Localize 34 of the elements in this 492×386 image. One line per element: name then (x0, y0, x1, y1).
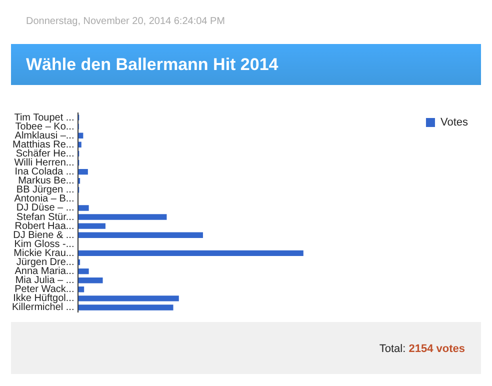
text: Donnerstag, November 20, 2014 6:24:04 PM (26, 16, 226, 27)
y-tick-label: DJ Düse – ... (16, 202, 74, 214)
y-tick-label: DJ Biene & ... (13, 230, 74, 241)
bar (78, 250, 304, 256)
y-tick-label: Antonia – B... (14, 194, 74, 205)
y-tick-label: Robert Haa... (14, 220, 74, 232)
y-tick-label: Kim Gloss -... (14, 238, 74, 250)
bar (78, 296, 179, 302)
bar (78, 214, 167, 220)
y-tick-label: Jürgen Dre... (16, 257, 74, 268)
bar (78, 232, 203, 238)
bar (78, 205, 89, 211)
y-tick-label: Schäfer He... (16, 148, 74, 160)
y-tick-label: Killermichel ... (12, 302, 74, 314)
bar (78, 168, 88, 175)
y-tick-label: Stefan Stür... (16, 212, 74, 223)
bar (78, 268, 89, 274)
y-tick-label: Almklausi –... (14, 130, 74, 142)
bar (78, 277, 103, 284)
chart-title: Wähle den Ballermann Hit 2014 (11, 44, 481, 85)
text: 2154 votes (408, 343, 465, 355)
y-tick-label: Tobee – Ko... (15, 121, 74, 132)
y-tick-label: Willi Herren... (14, 158, 74, 168)
legend-label: Votes (440, 116, 468, 129)
y-tick-label: Markus Be... (18, 176, 74, 187)
text: Total: (379, 343, 406, 355)
bar (78, 304, 174, 310)
y-tick-label: Tim Toupet ... (14, 112, 74, 124)
y-tick-label: Mickie Krau... (14, 248, 74, 259)
bar (78, 223, 106, 229)
bar (78, 286, 84, 292)
y-tick-label: BB Jürgen ... (16, 184, 74, 196)
bar (78, 142, 82, 148)
y-tick-label: Matthias Re... (12, 139, 74, 150)
